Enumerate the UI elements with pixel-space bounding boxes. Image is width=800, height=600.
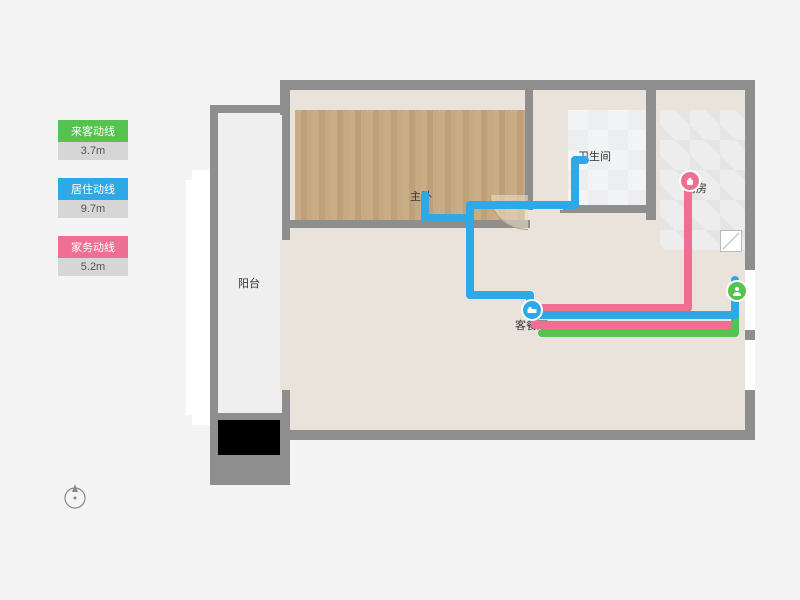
guest-node-icon bbox=[726, 280, 748, 302]
legend-label: 家务动线 bbox=[58, 236, 128, 258]
legend-item-living: 居住动线 9.7m bbox=[58, 178, 128, 218]
legend-value: 3.7m bbox=[58, 142, 128, 160]
legend: 来客动线 3.7m 居住动线 9.7m 家务动线 5.2m bbox=[58, 120, 128, 294]
floorplan: 阳台 主卧 卫生间 厨房 客餐厅 bbox=[180, 80, 755, 490]
housework-node-icon bbox=[679, 170, 701, 192]
legend-label: 来客动线 bbox=[58, 120, 128, 142]
legend-item-guest: 来客动线 3.7m bbox=[58, 120, 128, 160]
compass-icon bbox=[60, 480, 90, 510]
flow-lines bbox=[180, 80, 755, 490]
legend-label: 居住动线 bbox=[58, 178, 128, 200]
living-node-icon bbox=[521, 299, 543, 321]
legend-item-housework: 家务动线 5.2m bbox=[58, 236, 128, 276]
living-line-branch bbox=[425, 195, 470, 218]
legend-value: 9.7m bbox=[58, 200, 128, 218]
legend-value: 5.2m bbox=[58, 258, 128, 276]
